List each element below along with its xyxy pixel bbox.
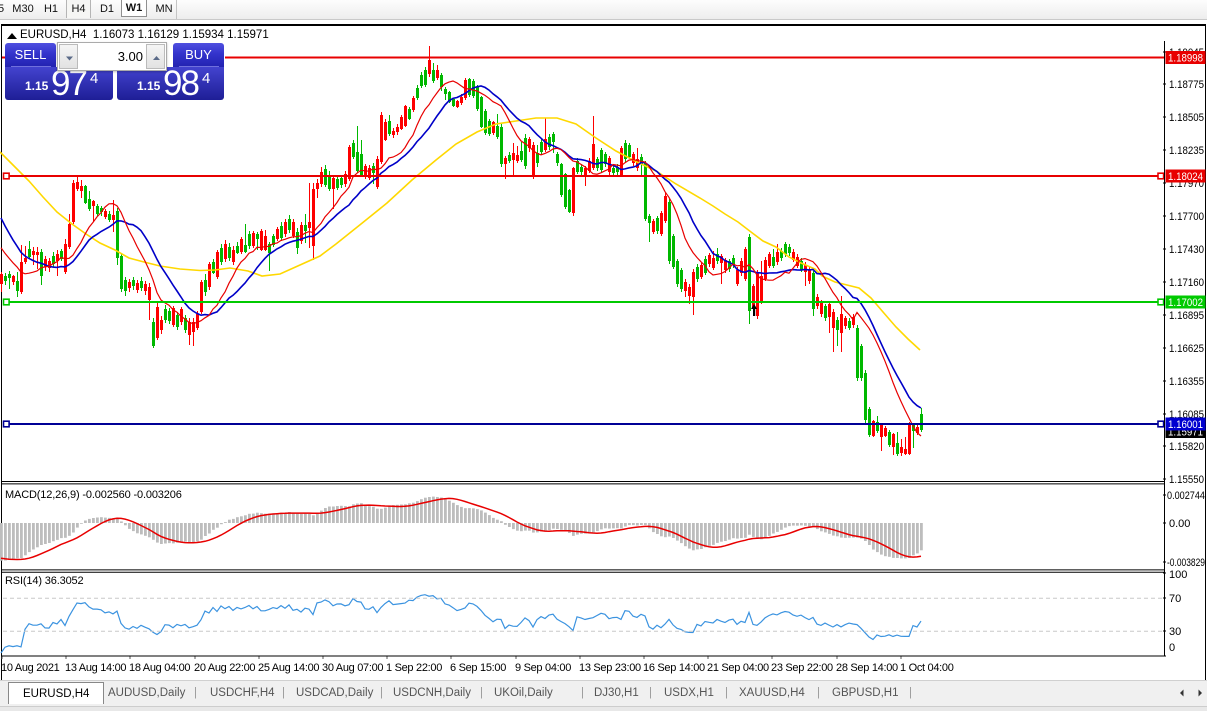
svg-text:1.18235: 1.18235 [1169, 145, 1204, 157]
svg-text:0.00: 0.00 [1169, 518, 1190, 530]
svg-text:RSI(14) 36.3052: RSI(14) 36.3052 [5, 575, 83, 587]
svg-text:1.15550: 1.15550 [1169, 474, 1204, 486]
svg-text:1.18505: 1.18505 [1169, 112, 1204, 124]
svg-text:1.15820: 1.15820 [1169, 441, 1204, 453]
svg-text:23 Sep 22:00: 23 Sep 22:00 [771, 662, 833, 674]
svg-text:16 Sep 14:00: 16 Sep 14:00 [643, 662, 705, 674]
svg-text:13 Sep 23:00: 13 Sep 23:00 [579, 662, 641, 674]
svg-text:1.17700: 1.17700 [1169, 211, 1204, 223]
svg-text:20 Aug 22:00: 20 Aug 22:00 [194, 662, 255, 674]
svg-text:1.16625: 1.16625 [1169, 343, 1204, 355]
svg-text:1.16355: 1.16355 [1169, 376, 1204, 388]
svg-text:25 Aug 14:00: 25 Aug 14:00 [258, 662, 319, 674]
svg-text:1.18024: 1.18024 [1168, 171, 1203, 183]
svg-text:70: 70 [1169, 593, 1181, 605]
svg-text:0.002744: 0.002744 [1167, 490, 1205, 502]
svg-text:1.17002: 1.17002 [1168, 297, 1203, 309]
svg-text:1.16895: 1.16895 [1169, 310, 1204, 322]
svg-text:1.17160: 1.17160 [1169, 277, 1204, 289]
svg-text:13 Aug 14:00: 13 Aug 14:00 [65, 662, 126, 674]
svg-text:1.16001: 1.16001 [1168, 419, 1203, 431]
svg-text:28 Sep 14:00: 28 Sep 14:00 [836, 662, 898, 674]
svg-text:1 Oct 04:00: 1 Oct 04:00 [900, 662, 954, 674]
svg-text:1.18998: 1.18998 [1168, 53, 1203, 65]
svg-text:9 Sep 04:00: 9 Sep 04:00 [515, 662, 571, 674]
svg-text:1.17430: 1.17430 [1169, 244, 1204, 256]
svg-text:1 Sep 22:00: 1 Sep 22:00 [386, 662, 442, 674]
svg-text:18 Aug 04:00: 18 Aug 04:00 [129, 662, 190, 674]
svg-text:1.18775: 1.18775 [1169, 79, 1204, 91]
svg-text:6 Sep 15:00: 6 Sep 15:00 [450, 662, 506, 674]
svg-text:10 Aug 2021: 10 Aug 2021 [1, 662, 60, 674]
svg-text:-0.003829: -0.003829 [1167, 557, 1205, 569]
svg-text:0: 0 [1169, 642, 1175, 654]
svg-text:100: 100 [1169, 569, 1187, 581]
svg-text:MACD(12,26,9) -0.002560 -0.003: MACD(12,26,9) -0.002560 -0.003206 [5, 489, 182, 501]
svg-text:21 Sep 04:00: 21 Sep 04:00 [707, 662, 769, 674]
svg-text:30: 30 [1169, 626, 1181, 638]
svg-text:30 Aug 07:00: 30 Aug 07:00 [322, 662, 383, 674]
